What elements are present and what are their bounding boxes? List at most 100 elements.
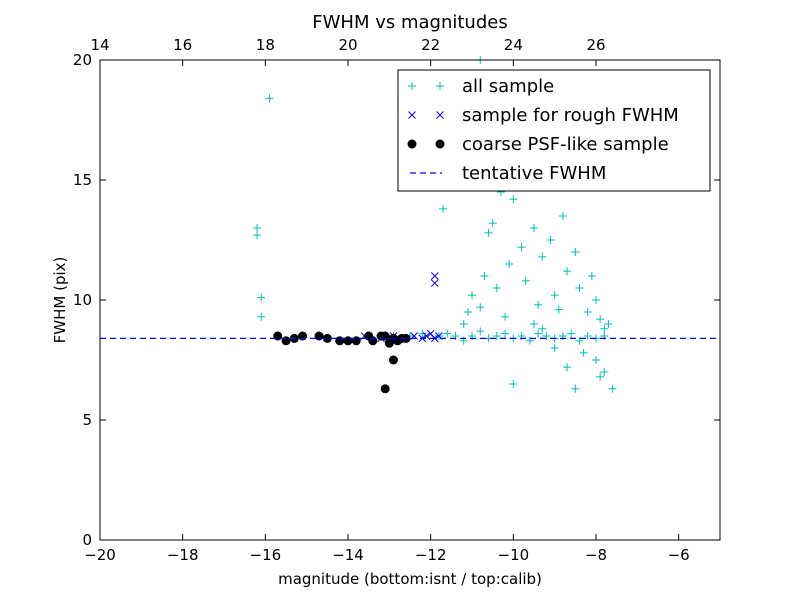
series-0-point-10 — [443, 329, 452, 338]
x-tick-label-2: −16 — [250, 546, 282, 564]
series-0-point-14 — [476, 327, 485, 336]
series-0-point-66 — [592, 356, 600, 364]
legend-swatch-1-a — [408, 111, 416, 119]
series-0-point-31 — [463, 308, 472, 316]
x-axis-title: magnitude (bottom:isnt / top:calib) — [278, 570, 542, 588]
series-0-point-68 — [608, 384, 617, 393]
series-2-point-18 — [380, 384, 390, 394]
series-0-point-67 — [600, 368, 609, 376]
series-0-point-54 — [563, 267, 572, 276]
y-tick-label-0: 0 — [82, 531, 92, 549]
series-1-point-11 — [430, 279, 439, 288]
series-0-point-43 — [517, 243, 526, 252]
series-2-point-4 — [314, 331, 324, 341]
series-0-point-76 — [563, 363, 572, 372]
series-0-point-51 — [550, 291, 559, 300]
series-2-point-7 — [343, 336, 353, 346]
series-0-point-59 — [583, 308, 592, 316]
series-0-point-27 — [583, 332, 592, 340]
series-0-point-75 — [550, 344, 559, 352]
series-2-point-5 — [322, 333, 332, 343]
series-0-point-69 — [509, 380, 518, 388]
legend-label-0: all sample — [462, 76, 554, 97]
x-tick-label-1: −18 — [167, 546, 199, 564]
series-0-point-35 — [484, 228, 493, 237]
series-0-point-63 — [600, 324, 609, 333]
series-2-point-3 — [298, 331, 308, 341]
top-tick-label-2: 18 — [256, 36, 275, 54]
top-tick-label-4: 22 — [421, 36, 440, 54]
x-tick-label-7: −6 — [668, 546, 690, 564]
series-0-point-47 — [534, 300, 543, 309]
chart-title: FWHM vs magnitudes — [312, 12, 507, 33]
legend-entry-0: all sample — [408, 76, 554, 97]
series-0-point-3 — [257, 293, 266, 302]
series-2-point-1 — [281, 336, 291, 346]
series-0-point-48 — [538, 252, 547, 261]
series-0-point-78 — [538, 324, 547, 333]
series-0-point-2 — [253, 231, 262, 240]
legend-swatch-0-b — [436, 82, 444, 90]
series-2-point-8 — [351, 336, 361, 346]
legend: all sample sample for rough FWHM coarse PS… — [397, 69, 711, 192]
series-0-point-8 — [418, 329, 427, 338]
y-tick-label-3: 15 — [73, 171, 92, 189]
series-2-point-0 — [273, 331, 283, 341]
series-0-point-25 — [567, 329, 576, 338]
series-0-point-22 — [542, 332, 551, 340]
series-0-point-37 — [492, 284, 501, 292]
legend-entry-3: tentative FWHM — [410, 163, 606, 184]
series-0-point-36 — [488, 219, 497, 228]
series-0-point-57 — [575, 284, 584, 292]
series-0-point-53 — [558, 212, 567, 220]
series-0-point-65 — [571, 384, 580, 393]
series-0-point-71 — [596, 372, 605, 381]
legend-label-2: coarse PSF-like sample — [462, 134, 669, 155]
legend-label-1: sample for rough FWHM — [462, 105, 679, 126]
legend-box — [397, 69, 711, 192]
series-0-point-70 — [579, 348, 588, 357]
series-2-point-19 — [393, 336, 403, 346]
series-2-point-17 — [388, 355, 398, 365]
series-0-point-30 — [459, 320, 468, 328]
series-0-point-33 — [476, 303, 485, 312]
series-0-point-26 — [575, 336, 584, 345]
legend-entry-1: sample for rough FWHM — [408, 105, 679, 126]
legend-swatch-2-b — [435, 139, 445, 149]
legend-label-3: tentative FWHM — [462, 163, 606, 184]
top-tick-label-6: 26 — [586, 36, 605, 54]
series-1-point-10 — [430, 272, 439, 280]
series-0-point-1 — [253, 224, 262, 232]
series-0-point-20 — [525, 336, 534, 345]
series-0-point-61 — [592, 296, 600, 304]
series-2-point-10 — [368, 336, 378, 346]
series-2-point-6 — [335, 336, 345, 346]
legend-swatch-2-a — [407, 139, 417, 149]
x-tick-label-3: −14 — [332, 546, 364, 564]
legend-swatch-0-a — [408, 82, 416, 90]
series-0-point-79 — [554, 305, 563, 314]
legend-swatch-1-b — [436, 111, 444, 119]
top-tick-label-3: 20 — [338, 36, 357, 54]
series-0-point-77 — [530, 320, 538, 328]
series-0-point-41 — [509, 195, 518, 204]
top-tick-label-1: 16 — [173, 36, 192, 54]
series-0-point-34 — [480, 272, 489, 280]
series-0-point-60 — [587, 272, 596, 280]
x-tick-label-4: −12 — [415, 546, 447, 564]
series-0-point-17 — [501, 329, 510, 338]
series-0-point-4 — [257, 312, 266, 321]
series-0-point-46 — [530, 224, 538, 232]
series-0-point-56 — [571, 248, 580, 256]
y-tick-label-2: 10 — [73, 291, 92, 309]
series-0-point-0 — [265, 94, 274, 103]
x-tick-label-5: −10 — [498, 546, 530, 564]
series-0-point-32 — [468, 291, 476, 300]
series-0-point-62 — [596, 315, 605, 324]
legend-entry-2: coarse PSF-like sample — [407, 134, 669, 155]
x-tick-label-6: −8 — [585, 546, 607, 564]
x-tick-label-0: −20 — [84, 546, 116, 564]
y-tick-label-4: 20 — [73, 51, 92, 69]
